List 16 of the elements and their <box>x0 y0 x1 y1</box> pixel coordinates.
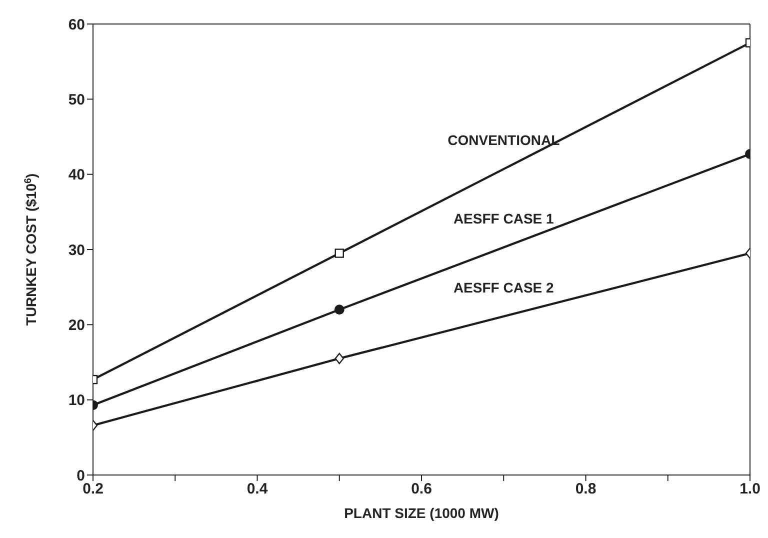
x-tick-label: 0.2 <box>82 480 104 498</box>
series-label: AESFF CASE 1 <box>453 210 554 226</box>
y-tick-label: 40 <box>68 166 85 184</box>
y-tick-label: 60 <box>68 16 85 34</box>
series-label: AESFF CASE 2 <box>453 279 554 296</box>
x-axis-title: PLANT SIZE (1000 MW) <box>344 505 499 521</box>
y-tick-label: 10 <box>68 392 85 410</box>
y-tick-label: 50 <box>68 91 85 108</box>
x-tick-label: 0.6 <box>411 480 432 498</box>
series-label: CONVENTIONAL <box>448 132 560 148</box>
y-tick-label: 0 <box>76 467 85 484</box>
x-tick-label: 0.4 <box>246 480 268 498</box>
y-tick-label: 30 <box>68 242 85 259</box>
x-tick-label: 1.0 <box>740 480 760 498</box>
x-tick-label: 0.8 <box>575 480 596 498</box>
y-tick-label: 20 <box>68 316 85 334</box>
